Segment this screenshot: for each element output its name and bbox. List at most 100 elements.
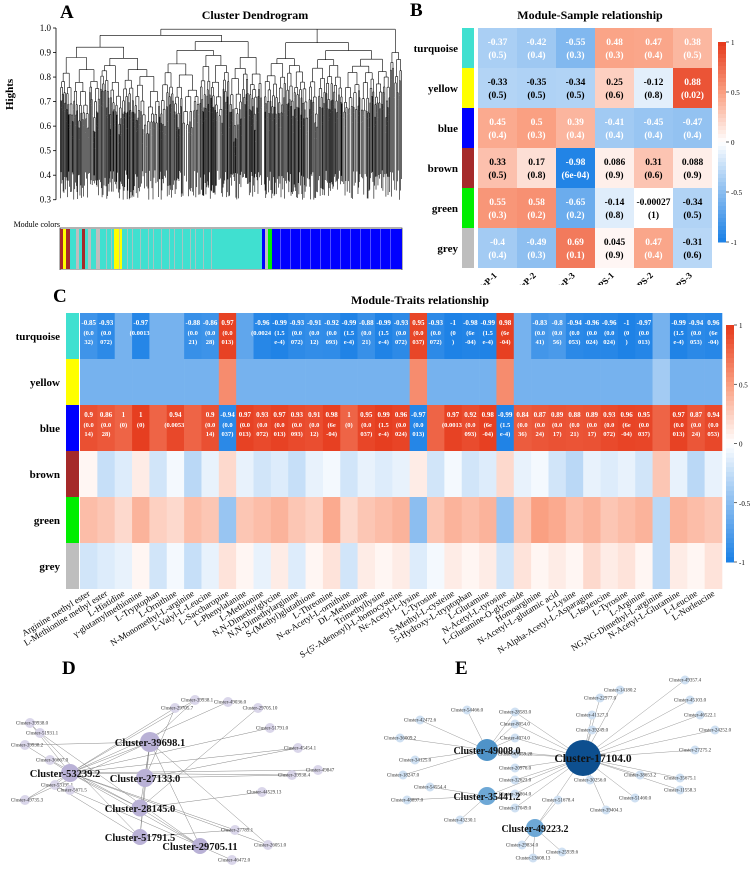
traits-cell [218, 497, 237, 543]
network-node [20, 740, 30, 750]
traits-cell [444, 543, 463, 589]
network-edge [429, 786, 488, 797]
cell-value: 0.045 [604, 238, 626, 248]
traits-cell-value: 0.96 [620, 411, 633, 419]
traits-cell-value: 0.97 [239, 411, 252, 419]
traits-cell [270, 313, 289, 359]
module-color-swatch [462, 28, 474, 68]
cell-value: -0.34 [683, 198, 703, 208]
traits-cell-pvalue: (0.0 [257, 422, 267, 429]
traits-color-swatch [66, 451, 79, 497]
traits-cell [357, 497, 376, 543]
node-label: Cluster-35864.0 [499, 793, 532, 798]
traits-cell-pvalue: 072) [430, 339, 442, 346]
traits-cell [531, 359, 549, 405]
node-label: Cluster-4074.0 [500, 737, 530, 742]
traits-cell [97, 497, 116, 543]
traits-cell-value: -0.88 [359, 319, 374, 327]
traits-cell [97, 313, 116, 359]
node-label: Cluster-48897.0 [391, 799, 424, 804]
traits-cell [669, 359, 688, 405]
traits-cell-value: -0.8 [552, 319, 564, 327]
traits-cell [392, 543, 410, 589]
traits-cell-pvalue: 28) [206, 339, 215, 346]
network-edge [139, 707, 259, 809]
traits-cell-value: 0.87 [534, 411, 547, 419]
cell-pvalue: (0.5) [683, 50, 701, 61]
cell-pvalue: (0.4) [527, 50, 545, 61]
traits-cell [80, 543, 98, 589]
traits-cell [479, 405, 497, 451]
traits-cell [531, 451, 549, 497]
traits-cell-pvalue: (0.0 [101, 422, 111, 429]
traits-cell-pvalue: (6e [484, 422, 492, 429]
node-label: Cluster-44529.13 [247, 791, 282, 796]
cell-pvalue: (0.9) [605, 250, 623, 261]
traits-cell-pvalue: 17) [553, 431, 562, 438]
module-color-segment [91, 229, 96, 269]
traits-cell-value: 0.95 [412, 319, 425, 327]
traits-cell [548, 451, 567, 497]
network-node [313, 765, 323, 775]
module-color-segment [66, 229, 70, 269]
network-node [675, 773, 685, 783]
node-label: Cluster-51678.4 [542, 799, 575, 804]
network-edge [582, 729, 716, 759]
network-node [263, 840, 273, 850]
panel-d-letter: D [62, 658, 76, 679]
traits-cell [357, 451, 376, 497]
network-node [227, 855, 237, 865]
heatmap-cell [673, 68, 712, 108]
traits-cell-value: -0.99 [671, 319, 686, 327]
dendrogram: 1.0 0.9 0.8 0.7 0.6 0.5 0.4 0.3 [40, 23, 403, 270]
cell-pvalue: (0.6) [605, 90, 623, 101]
traits-cell [479, 543, 497, 589]
network-edge [29, 722, 141, 838]
node-label: Cluster-46472.0 [218, 859, 251, 864]
hub-label: Cluster-28145.0 [105, 804, 175, 815]
traits-cell-pvalue: (0.0 [431, 330, 441, 337]
network-node [230, 825, 240, 835]
cell-pvalue: (0.3) [566, 50, 584, 61]
network-e: Cluster-54466.0 Cluster-42472.6 Cluster-36… [384, 675, 732, 863]
cell-pvalue: (0.4) [488, 130, 506, 141]
column-label: PzP-1 [476, 270, 499, 285]
heatmap-cell [595, 228, 634, 268]
traits-cell-value: -0.93 [290, 319, 305, 327]
traits-cell-value: -0.99 [376, 319, 391, 327]
traits-cell [704, 451, 723, 497]
traits-cell-value: 0.92 [464, 411, 477, 419]
y-tick-label: 0.7 [40, 97, 52, 107]
traits-cell-pvalue: (6e [709, 330, 717, 337]
traits-cell-value: 0.94 [169, 411, 182, 419]
cell-pvalue: (1) [648, 210, 659, 221]
traits-cell-value: 0.89 [586, 411, 599, 419]
traits-cell [270, 451, 289, 497]
traits-cell-pvalue: -04) [465, 339, 476, 346]
traits-cell [340, 405, 358, 451]
network-edge [406, 795, 488, 801]
node-label: Cluster-39938.1 [181, 699, 214, 704]
traits-cell-pvalue: 093) [464, 431, 476, 438]
traits-cell-value: -0.97 [411, 411, 426, 419]
traits-cell [600, 359, 619, 405]
traits-cell [548, 497, 567, 543]
traits-cell [374, 497, 393, 543]
traits-cell-pvalue: 32) [84, 339, 93, 346]
hub-node [476, 739, 498, 761]
network-node [557, 847, 567, 857]
traits-cell-pvalue: (0.0 [413, 330, 423, 337]
traits-cell [704, 543, 723, 589]
traits-cell [97, 405, 116, 451]
traits-cell-pvalue: (0.0 [205, 330, 215, 337]
traits-cell-value: 0.97 [273, 411, 286, 419]
traits-cell [635, 451, 653, 497]
traits-cell [513, 359, 532, 405]
color-scale: 1 0.5 0 -0.5 -1 [718, 39, 743, 247]
network-d: Cluster-39938.1 Cluster-49036.0Cluster-29… [11, 695, 335, 865]
network-node [402, 795, 412, 805]
traits-cell [409, 451, 428, 497]
traits-cell [340, 497, 358, 543]
traits-cell [565, 405, 584, 451]
traits-cell [513, 543, 532, 589]
